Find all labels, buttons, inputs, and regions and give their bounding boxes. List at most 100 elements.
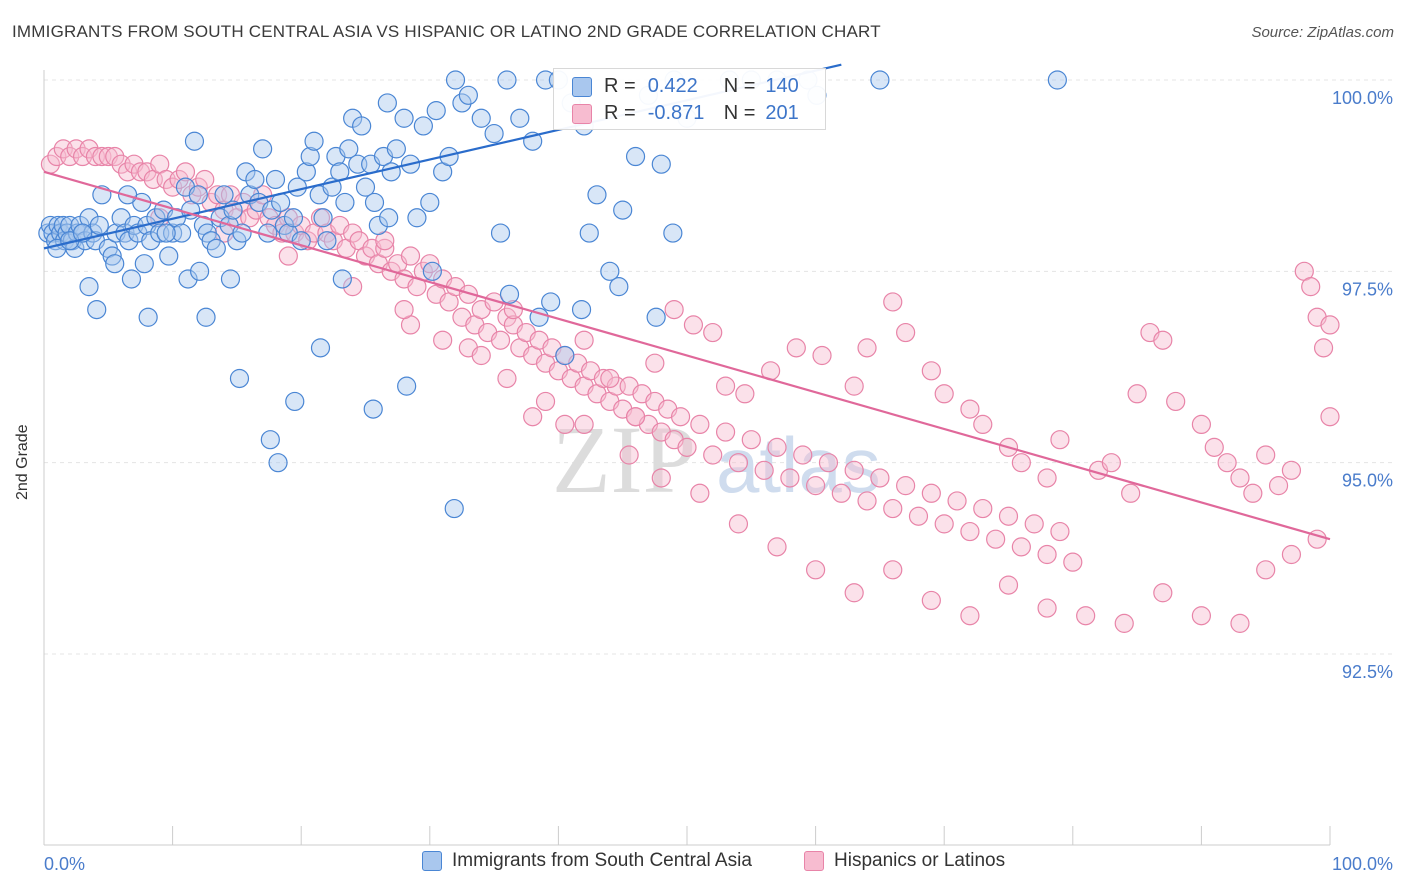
south-central-asia-point [663,223,683,243]
hispanic-point [690,414,710,434]
south-central-asia-point [283,208,304,228]
chart-title: IMMIGRANTS FROM SOUTH CENTRAL ASIA VS HI… [12,22,881,41]
south-central-asia-point [317,231,337,251]
hispanic-point [1024,514,1044,534]
hispanic-point [1153,583,1173,603]
hispanic-point [844,583,864,603]
hispanic-point [400,246,421,266]
south-central-asia-point [484,123,504,144]
hispanic-point [947,491,967,511]
south-central-asia-point [609,277,629,297]
watermark-zip: ZIP [552,406,696,513]
south-central-asia-point [178,269,198,289]
hispanic-point [690,483,710,503]
south-central-asia-point [377,93,397,113]
south-central-asia-point [870,70,890,90]
hispanic-point [767,437,787,457]
south-central-asia-point [268,453,288,473]
hispanic-point [703,322,723,343]
hispanic-point [786,338,806,358]
south-central-asia-point [87,300,107,320]
x-tick-label-max: 100.0% [1332,854,1393,874]
hispanic-point [973,414,993,434]
hispanic-point [420,254,440,274]
hispanic-point [715,376,736,396]
hispanic-point [1037,598,1057,618]
south-central-asia-point [541,292,561,312]
south-central-asia-point [304,131,324,151]
hispanic-point [1076,606,1096,626]
south-central-asia-point [214,185,234,205]
n-label: N = [723,102,756,124]
south-central-asia-point [471,108,491,128]
stat-legend: R = 0.422 N = 140 R = -0.871 N = 201 [553,68,826,130]
hispanic-point [1313,338,1334,358]
hispanic-point [497,368,517,389]
y-tick-label: 100.0% [1332,88,1393,108]
hispanic-point [703,445,723,465]
bottom-legend: Immigrants from South Central Asia Hispa… [0,850,1406,880]
r-value-pink: -0.871 [647,102,705,124]
stat-legend-row-pink: R = -0.871 N = 201 [572,102,799,125]
hispanic-point [375,238,395,258]
hispanic-point [1037,468,1057,488]
hispanic-point [728,453,749,473]
pink-swatch [804,851,824,871]
south-central-asia-point [422,261,442,281]
hispanic-point [818,453,839,473]
south-central-asia-point [452,93,472,113]
x-tick-label-min: 0.0% [44,854,85,874]
hispanic-point [1281,460,1302,480]
hispanic-point [555,414,575,434]
south-central-asia-point [510,108,530,128]
south-central-asia-point [355,177,376,197]
hispanic-point [857,338,877,358]
south-central-asia-point [184,131,205,151]
south-central-asia-point [229,368,250,389]
south-central-asia-point [625,146,646,167]
hispanic-point [1063,552,1083,572]
south-central-asia-point [253,139,273,159]
south-central-asia-point [579,223,599,243]
hispanic-point [394,300,414,320]
hispanic-point [497,307,517,327]
south-central-asia-point [407,208,427,228]
south-central-asia-point [499,284,520,304]
south-central-asia-point [364,192,385,213]
blue-swatch [572,76,592,97]
hispanic-point [645,353,665,373]
south-central-asia-point [313,208,333,228]
blue-swatch [422,851,442,871]
hispanic-point [1101,453,1121,473]
hispanic-point [754,460,774,480]
south-central-asia-point [613,200,633,220]
hispanic-point [960,606,980,626]
hispanic-point [1204,437,1224,457]
hispanic-point [343,277,363,297]
south-central-asia-point [386,139,406,159]
hispanic-point [1121,483,1141,503]
south-central-asia-point [555,345,575,366]
south-central-asia-point [159,246,179,266]
hispanic-point [175,162,196,182]
hispanic-point [805,476,826,496]
hispanic-point [1230,613,1250,633]
south-central-asia-point [444,498,464,519]
hispanic-point [574,330,594,350]
hispanic-point [1256,445,1276,465]
source-label: Source: ZipAtlas.com [1251,24,1394,41]
hispanic-point [664,300,684,320]
y-tick-label: 92.5% [1342,662,1393,682]
hispanic-point [259,208,279,228]
south-central-asia-point [188,185,208,205]
hispanic-point [1320,315,1340,335]
hispanic-point [1050,521,1070,542]
hispanic-point [343,223,363,243]
n-value-pink: 201 [765,102,799,124]
hispanic-point [619,445,639,465]
hispanic-point [1011,453,1031,473]
r-label: R = [604,102,636,124]
hispanic-point [625,407,646,427]
south-central-asia-point [420,192,440,213]
hispanic-point [600,368,620,389]
